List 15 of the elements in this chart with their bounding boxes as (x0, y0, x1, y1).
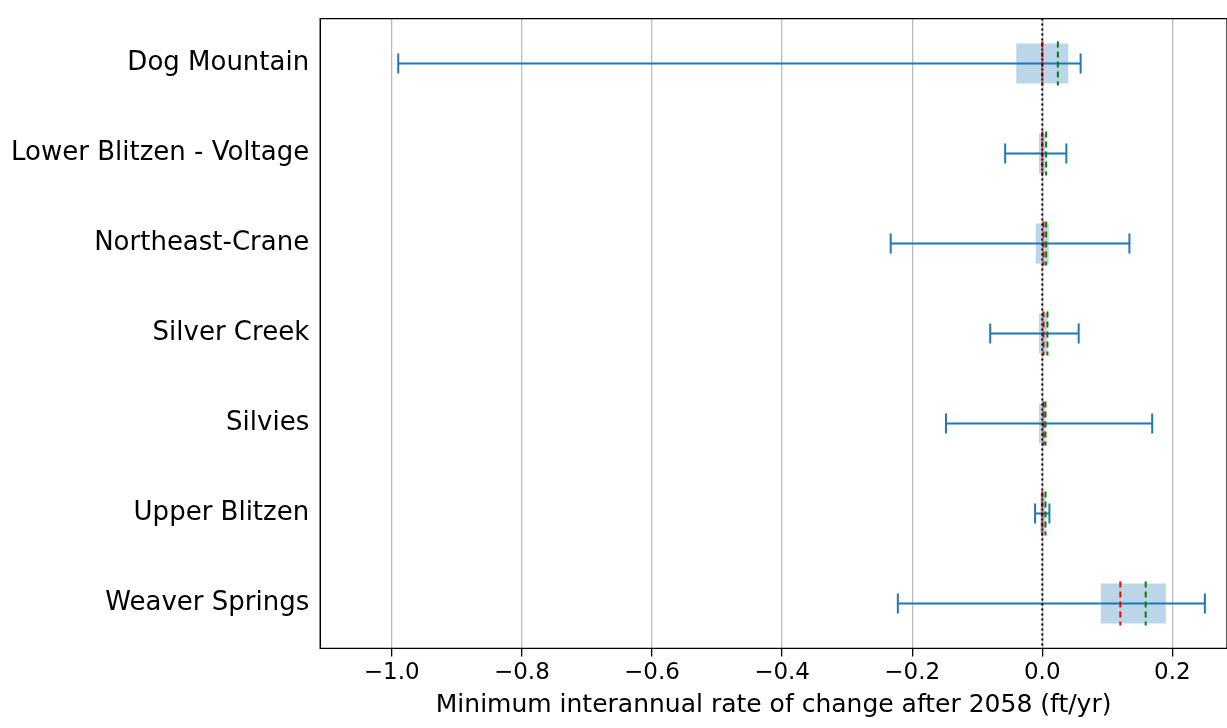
y-tick-label: Silvies (226, 406, 310, 437)
y-tick-label: Weaver Springs (105, 586, 310, 617)
y-tick-label: Northeast-Crane (94, 226, 310, 257)
y-tick-label: Upper Blitzen (133, 496, 310, 527)
x-axis-title: Minimum interannual rate of change after 2058 (ft/yr) (435, 688, 1112, 718)
y-tick-label: Silver Creek (152, 316, 310, 347)
x-tick-label: −0.2 (884, 658, 941, 685)
y-tick-label: Dog Mountain (127, 46, 310, 77)
x-tick-label: −1.0 (363, 658, 420, 685)
y-tick-label: Lower Blitzen - Voltage (11, 136, 310, 167)
x-tick-label: −0.8 (493, 658, 550, 685)
x-tick-label: −0.4 (754, 658, 810, 685)
x-tick-label: 0.0 (1023, 658, 1061, 685)
x-tick-label: −0.6 (624, 658, 680, 685)
x-tick-label: 0.2 (1154, 658, 1191, 685)
